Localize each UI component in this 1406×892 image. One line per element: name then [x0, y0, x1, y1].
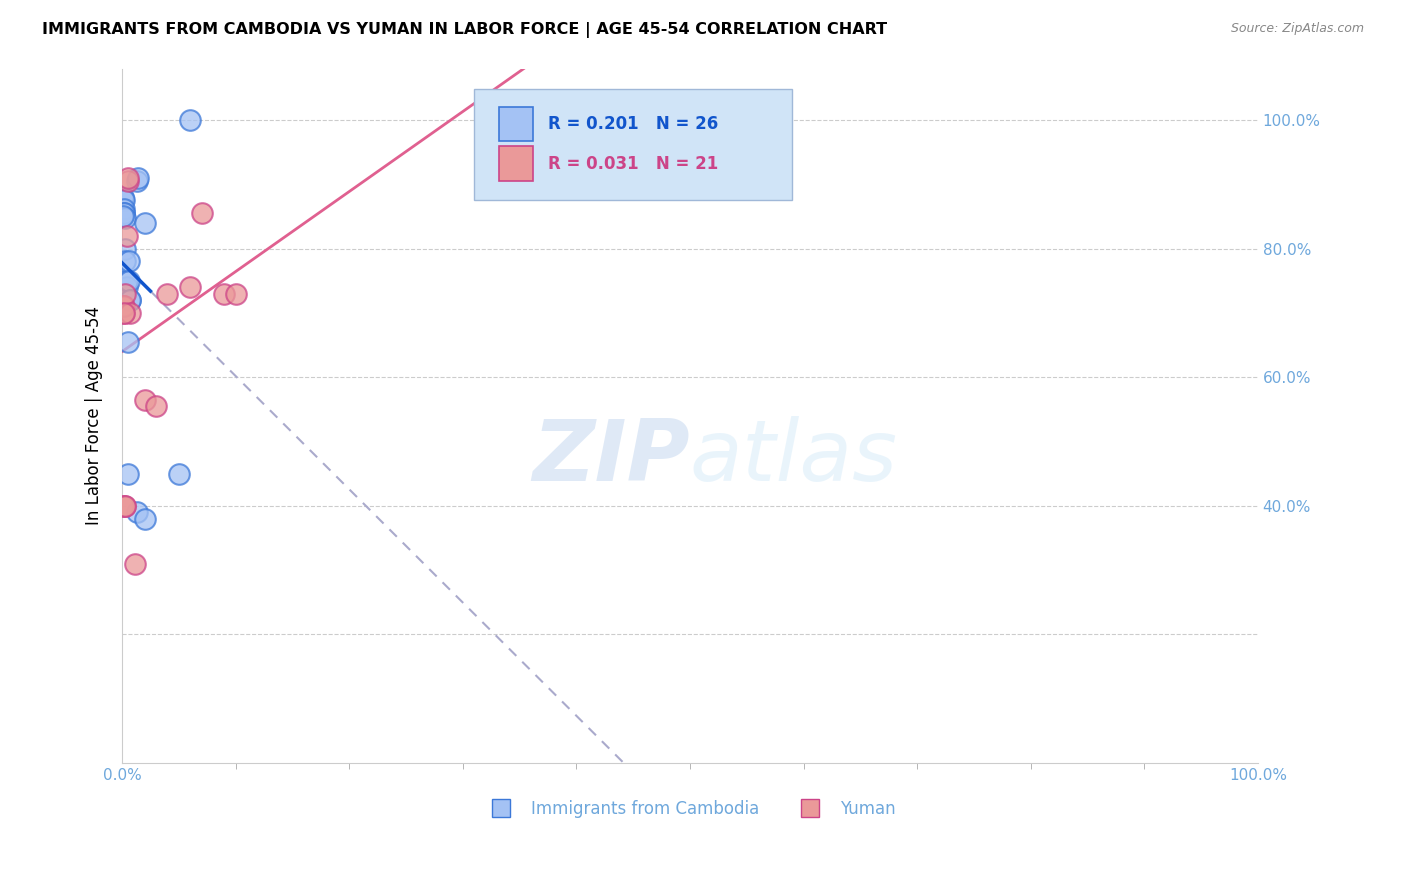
Point — [112, 202, 135, 217]
Text: IMMIGRANTS FROM CAMBODIA VS YUMAN IN LABOR FORCE | AGE 45-54 CORRELATION CHART: IMMIGRANTS FROM CAMBODIA VS YUMAN IN LAB… — [42, 22, 887, 38]
Point — [117, 467, 139, 481]
Point — [112, 300, 135, 314]
Point — [214, 286, 236, 301]
Point — [114, 211, 136, 225]
Point — [117, 334, 139, 349]
Point — [118, 254, 141, 268]
Point — [225, 286, 247, 301]
Point — [115, 274, 138, 288]
Point — [112, 306, 135, 320]
Point — [179, 280, 201, 294]
Point — [117, 174, 139, 188]
Point — [112, 194, 135, 208]
Point — [124, 557, 146, 571]
Point — [112, 300, 135, 314]
Point — [127, 170, 149, 185]
Y-axis label: In Labor Force | Age 45-54: In Labor Force | Age 45-54 — [86, 306, 103, 525]
Point — [114, 499, 136, 513]
Text: R = 0.031   N = 21: R = 0.031 N = 21 — [548, 154, 718, 173]
Point — [112, 190, 135, 204]
Point — [112, 206, 135, 220]
Point — [167, 467, 190, 481]
Point — [117, 170, 139, 185]
Point — [112, 306, 135, 320]
Point — [118, 274, 141, 288]
Point — [118, 293, 141, 307]
Point — [112, 206, 135, 220]
Point — [115, 280, 138, 294]
Point — [112, 194, 135, 208]
Point — [134, 392, 156, 407]
Point — [134, 216, 156, 230]
Point — [125, 174, 148, 188]
Point — [179, 112, 201, 127]
Point — [112, 210, 135, 224]
Point — [114, 499, 136, 513]
Point — [190, 206, 212, 220]
Point — [134, 512, 156, 526]
Bar — [499, 146, 533, 181]
Point — [118, 293, 141, 307]
Point — [156, 286, 179, 301]
Point — [125, 505, 148, 519]
Point — [114, 286, 136, 301]
Point — [112, 202, 135, 216]
FancyBboxPatch shape — [474, 89, 792, 201]
Point — [115, 228, 138, 243]
Legend: Immigrants from Cambodia, Yuman: Immigrants from Cambodia, Yuman — [478, 793, 901, 824]
Point — [145, 399, 167, 413]
Text: Source: ZipAtlas.com: Source: ZipAtlas.com — [1230, 22, 1364, 36]
Bar — [499, 107, 533, 142]
Text: ZIP: ZIP — [533, 416, 690, 499]
Point — [114, 254, 136, 268]
Text: atlas: atlas — [690, 416, 898, 499]
Text: R = 0.201   N = 26: R = 0.201 N = 26 — [548, 115, 718, 133]
Point — [112, 499, 135, 513]
Point — [118, 306, 141, 320]
Point — [114, 242, 136, 256]
Point — [112, 300, 135, 314]
